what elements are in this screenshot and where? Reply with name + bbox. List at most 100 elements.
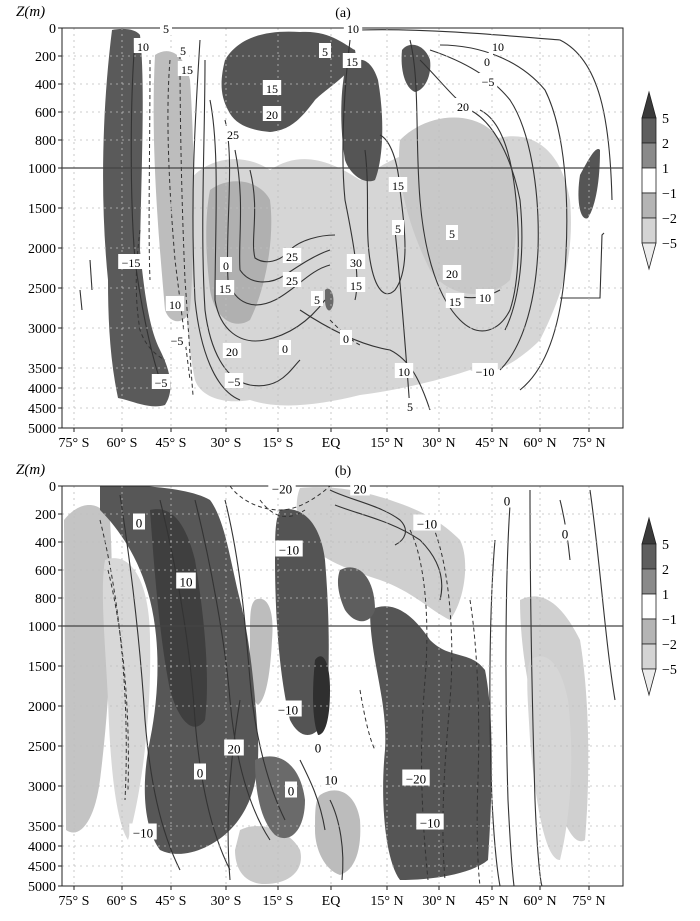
contour-label: 0 [136,516,143,531]
contour-label-bg [481,53,493,68]
x-tick-label: 60° N [523,894,556,909]
x-tick-label: 15° N [370,894,403,909]
contour-line [224,499,286,821]
dashed-contour-line [259,499,306,518]
colorbar-label: −5 [662,237,677,252]
contour-label-bg [350,479,370,496]
shade-dark-a5 [578,149,600,219]
contour-line [192,39,241,401]
contour-line [234,149,331,283]
contour-label: 25 [286,250,298,264]
y-tick-label: 800 [35,134,56,149]
x-tick-label: 45° N [475,894,508,909]
colorbar-swatch [641,242,657,271]
contour-label-bg [402,769,430,786]
contour-label-bg [268,479,296,496]
x-tick-label: 75° N [572,436,605,451]
shade-light-b1 [64,505,112,833]
contour-line [342,39,358,301]
contour-label: 5 [407,400,413,414]
contour-label-bg [321,770,341,787]
contour-label-bg [129,823,157,840]
x-tick-label: EQ [322,436,341,451]
contour-line [249,169,336,263]
y-tick-label: 2500 [28,740,56,755]
colorbar-label: 1 [662,162,669,177]
contour-label: −10 [279,543,299,558]
contour-line [299,309,431,411]
colorbar-label: −1 [662,187,677,202]
contour-label-bg [342,53,362,68]
y-tick-label: 600 [35,564,56,579]
shade-dark-b6 [255,756,305,839]
y-tick-label: 2000 [28,242,56,257]
contour-label-bg [151,374,171,389]
contour-line [394,229,411,411]
x-tick-label: 15° N [370,436,403,451]
x-tick-label: 45° N [475,436,508,451]
shade-light-b8 [235,826,301,884]
contour-label-bg [177,61,197,76]
contour-line [364,134,406,295]
colorbar-swatch [641,618,657,645]
contour-label: 10 [347,22,359,36]
contour-label-bg [160,20,172,35]
colorbar-swatch [641,516,657,545]
contour-label-bg [222,343,242,358]
contour-labels-b: −20 20 0 −10 0 −10 0 10 −10 20 0 0 −20 10 0 −10 −10 [129,479,571,841]
contour-label: 5 [163,22,169,36]
contour-label: 10 [180,575,193,590]
shade-dark-b5 [370,606,492,880]
x-tick-label: 45° S [156,894,187,909]
contour-label-bg [262,106,282,121]
colorbar-label: 2 [662,137,669,152]
contour-label-bg [275,540,303,557]
contour-label: 20 [228,742,241,757]
contour-line [89,259,93,291]
dashed-contour-line [167,59,191,381]
contour-label: 15 [346,55,358,69]
colorbar-swatch [641,142,657,169]
contour-label-bg [165,296,185,311]
contour-label-bg [319,43,331,58]
contour-label-bg [279,340,291,355]
contour-label-bg [223,126,243,141]
contour-label: 5 [314,293,320,307]
contour-label-bg [177,42,189,57]
y-tick-label: 1500 [28,660,56,675]
x-tick-label: 75° S [59,436,90,451]
y-axis-label-a: Z(m) [16,4,45,20]
contour-label-bg [133,38,153,53]
dashed-contour-line [99,519,127,801]
contour-label: 25 [286,274,298,288]
dashed-contour-line [329,319,361,346]
contour-label: 0 [504,494,511,509]
contour-label: 0 [282,342,288,356]
y-ticks-b: 0 200 400 600 800 1000 1500 2000 2500 3000 3500 400… [28,480,62,895]
contour-label-bg [312,738,324,755]
contour-label: −5 [228,375,241,389]
contour-label-bg [167,332,187,347]
contour-label: −10 [133,826,153,841]
contour-label: 10 [325,773,338,788]
colorbar-label: −2 [662,638,677,653]
y-tick-label: 0 [49,22,56,37]
colorbar-swatch [641,643,657,670]
panel-label-b: (b) [335,464,352,479]
contour-label-bg [176,572,196,589]
colorbar-swatch [641,593,657,620]
y-tick-label: 4500 [28,860,56,875]
panel-label-a: (a) [335,6,351,21]
dashed-contour-line [229,486,331,511]
y-tick-label: 0 [49,480,56,495]
y-tick-label: 3000 [28,322,56,337]
contour-label: −10 [278,703,298,718]
y-tick-label: 1500 [28,202,56,217]
contour-label: 15 [219,282,231,296]
contour-line [589,489,616,701]
contour-label: 10 [492,40,504,54]
contour-label: 0 [343,332,349,346]
shade-light-a2 [399,117,517,294]
colorbar-swatch [641,192,657,219]
